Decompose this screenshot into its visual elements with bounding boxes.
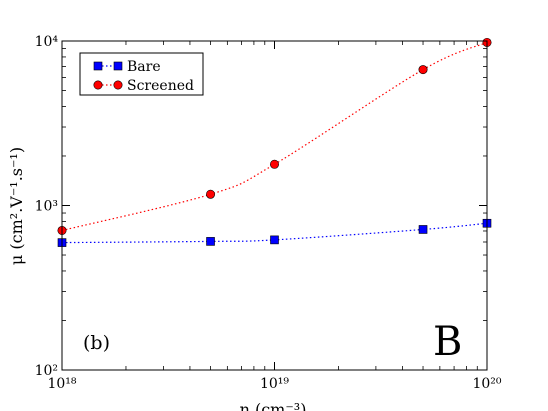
y-axis-label: μ (cm².V⁻¹.s⁻¹): [7, 147, 26, 265]
data-point-screened: [206, 189, 216, 199]
legend-marker-bare: [93, 61, 103, 71]
series-line-screened: [61, 41, 488, 232]
legend-label-bare: Bare: [127, 59, 161, 75]
legend-marker-screened: [93, 80, 103, 90]
x-axis-label: n (cm⁻³): [240, 400, 307, 411]
plot-frame: [61, 40, 488, 371]
data-point-bare: [206, 237, 215, 246]
panel-label: (b): [83, 332, 110, 354]
y-tick-label: 10³: [35, 199, 58, 215]
legend-marker-bare-2: [113, 61, 123, 71]
legend-label-screened: Screened: [127, 78, 194, 94]
legend-marker-screened-2: [113, 80, 123, 90]
y-tick-label: 10²: [35, 363, 58, 379]
data-point-bare: [418, 225, 428, 234]
panel-letter: B: [433, 319, 462, 365]
x-tick-label: 10²⁰: [472, 376, 501, 392]
x-tick-label: 10¹⁹: [260, 376, 289, 392]
y-tick-label: 10⁴: [35, 34, 59, 50]
data-point-screened: [269, 159, 279, 169]
legend: Bare Screened: [79, 52, 204, 96]
data-point-screened: [418, 65, 428, 75]
data-point-bare: [270, 235, 279, 245]
x-tick-label: 10¹⁸: [47, 376, 76, 392]
